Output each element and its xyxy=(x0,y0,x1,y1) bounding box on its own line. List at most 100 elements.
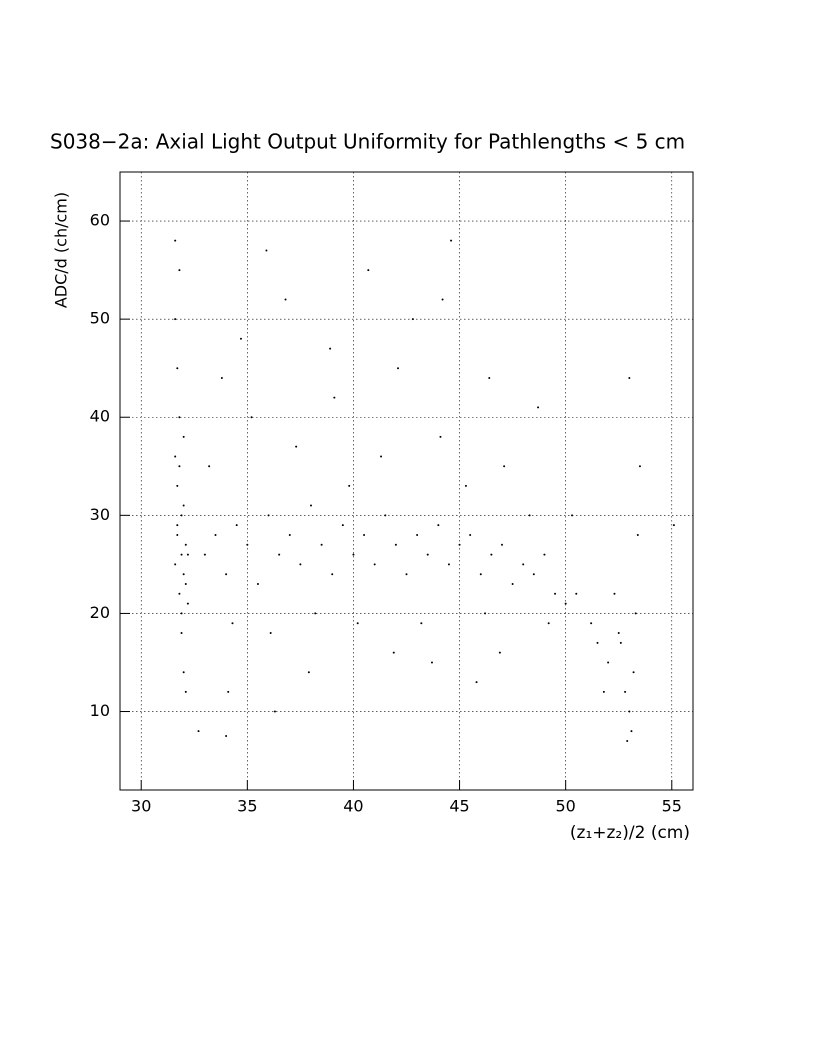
point xyxy=(176,533,179,536)
x-axis-label: (z₁+z₂)/2 (cm) xyxy=(570,823,690,843)
point xyxy=(672,524,675,527)
point xyxy=(184,583,187,585)
point xyxy=(265,249,268,252)
x-tick-label: 50 xyxy=(555,797,575,816)
x-tick-label: 35 xyxy=(237,797,257,816)
point xyxy=(174,318,177,321)
point xyxy=(634,612,637,615)
point xyxy=(607,661,610,664)
point xyxy=(174,455,177,458)
point xyxy=(638,465,641,468)
point xyxy=(554,592,557,595)
point xyxy=(299,563,302,566)
point xyxy=(352,553,355,556)
point xyxy=(235,524,238,527)
point xyxy=(329,347,332,350)
point xyxy=(439,435,442,438)
x-tick-label: 55 xyxy=(662,797,682,816)
point xyxy=(363,533,366,536)
point xyxy=(447,563,450,566)
point xyxy=(273,710,276,713)
point xyxy=(269,632,272,635)
point xyxy=(178,465,181,468)
y-axis-label: ADC/d (ch/cm) xyxy=(52,192,71,308)
point xyxy=(479,573,482,576)
point xyxy=(295,445,298,448)
point xyxy=(384,514,387,517)
point xyxy=(174,239,177,242)
point xyxy=(441,298,444,301)
point xyxy=(488,377,491,379)
point xyxy=(624,690,627,693)
point xyxy=(333,396,336,399)
point xyxy=(239,337,242,340)
point xyxy=(397,367,400,370)
x-tick-label: 45 xyxy=(449,797,469,816)
point xyxy=(437,524,440,527)
point xyxy=(528,514,531,517)
point xyxy=(203,553,206,556)
point xyxy=(178,269,181,272)
point xyxy=(348,484,351,487)
point xyxy=(180,514,183,517)
x-tick-label: 40 xyxy=(343,797,363,816)
point xyxy=(186,553,189,556)
point xyxy=(182,671,185,674)
point xyxy=(575,592,578,595)
point xyxy=(250,416,253,419)
point xyxy=(197,730,200,733)
point xyxy=(314,612,317,615)
point xyxy=(182,504,185,507)
point xyxy=(630,730,633,733)
point xyxy=(180,553,183,556)
point xyxy=(420,622,423,625)
point xyxy=(182,435,185,438)
point xyxy=(501,543,503,546)
point xyxy=(331,573,334,576)
point xyxy=(564,602,567,605)
point xyxy=(178,592,181,595)
point xyxy=(636,533,639,536)
point xyxy=(180,612,183,615)
point xyxy=(416,533,419,536)
x-tick-label: 30 xyxy=(131,797,151,816)
point xyxy=(430,661,433,664)
point xyxy=(184,690,187,693)
point xyxy=(225,735,228,738)
point xyxy=(231,622,234,625)
point xyxy=(256,583,259,585)
y-tick-label: 60 xyxy=(90,211,110,230)
point xyxy=(498,651,501,654)
point xyxy=(628,710,631,713)
point xyxy=(532,573,535,576)
point xyxy=(503,465,506,468)
point xyxy=(405,573,408,576)
point xyxy=(214,533,217,536)
chart-title: S038−2a: Axial Light Output Uniformity f… xyxy=(50,130,685,154)
point xyxy=(475,681,478,684)
point xyxy=(522,563,525,566)
point xyxy=(590,622,593,625)
point xyxy=(617,632,620,635)
point xyxy=(380,455,383,458)
point xyxy=(626,739,629,742)
point xyxy=(484,612,487,615)
y-tick-label: 30 xyxy=(90,505,110,524)
point xyxy=(288,533,291,536)
point xyxy=(174,563,177,566)
point xyxy=(227,690,230,693)
plot-frame xyxy=(119,171,694,791)
point xyxy=(392,651,395,654)
y-tick-label: 50 xyxy=(90,309,110,328)
point xyxy=(176,484,179,487)
point xyxy=(464,484,467,487)
point xyxy=(426,553,429,556)
point xyxy=(182,573,185,576)
point xyxy=(394,543,397,546)
point xyxy=(180,632,183,635)
point xyxy=(284,298,287,301)
point xyxy=(511,583,514,585)
point xyxy=(596,641,599,644)
point xyxy=(537,406,540,409)
